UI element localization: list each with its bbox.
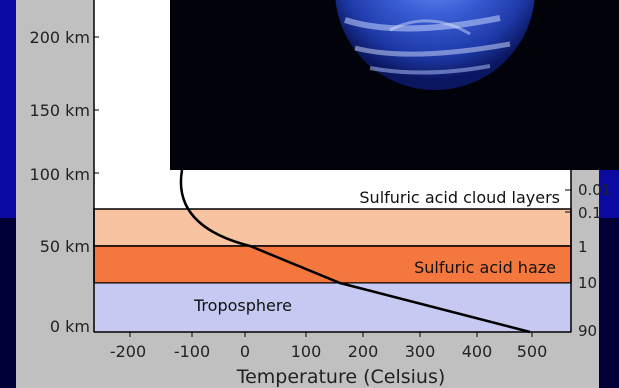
x-tick-label: 500 (517, 342, 548, 361)
y-tick-label: 200 km (30, 28, 90, 47)
pressure-tick-label: 90 (578, 322, 597, 340)
cloud-layer-label: Sulfuric acid cloud layers (359, 188, 560, 207)
y-tick-label: 100 km (30, 165, 90, 184)
y-tick-label: 0 km (50, 317, 90, 336)
x-tick-label: 200 (348, 342, 379, 361)
venus-planet-graphic (335, 0, 535, 90)
x-tick-label: 100 (291, 342, 322, 361)
haze-layer-label: Sulfuric acid haze (414, 258, 556, 277)
pressure-tick-label: 10 (578, 274, 597, 292)
x-tick-label: 400 (462, 342, 493, 361)
temperature-profile-curve (179, 169, 531, 334)
x-tick-label: -200 (110, 342, 146, 361)
pressure-tick-label: 0.1 (578, 204, 602, 222)
cloud-layer-band (93, 208, 572, 247)
haze-layer-band (93, 245, 572, 284)
x-tick-label: -100 (174, 342, 210, 361)
pressure-tick-label: 0.01 (578, 181, 611, 199)
x-tick-label: 300 (405, 342, 436, 361)
venus-image (170, 0, 619, 170)
x-axis-title: Temperature (Celsius) (236, 366, 446, 388)
x-tick-label: 0 (240, 342, 250, 361)
y-tick-label: 150 km (30, 101, 90, 120)
troposphere-band (93, 282, 572, 333)
troposphere-label: Troposphere (193, 296, 292, 315)
y-tick-label: 50 km (40, 237, 90, 256)
pressure-tick-label: 1 (578, 238, 588, 256)
